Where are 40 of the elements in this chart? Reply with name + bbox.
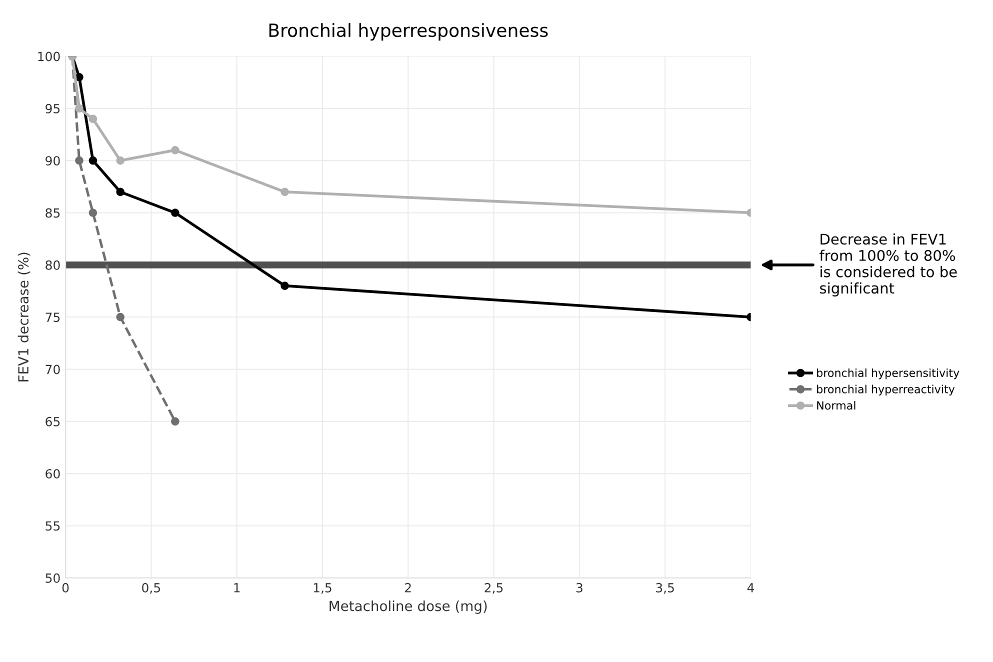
point — [116, 188, 125, 196]
x-tick-label: 2 — [405, 583, 411, 592]
point — [75, 156, 84, 165]
legend-label: bronchial hyperreactivity — [817, 384, 955, 396]
legend-label: Normal — [817, 401, 856, 410]
y-tick-label: 95 — [46, 104, 60, 114]
x-tick-label: 0,5 — [142, 583, 160, 594]
y-tick-label: 65 — [46, 416, 60, 426]
point — [280, 188, 289, 196]
x-tick-label: 1 — [234, 583, 240, 592]
y-tick-label: 60 — [46, 469, 60, 479]
point — [88, 114, 98, 124]
point — [88, 156, 98, 165]
y-tick-label: 90 — [46, 156, 60, 166]
point — [171, 208, 180, 217]
y-tick-label: 85 — [46, 208, 60, 218]
legend-label: bronchial hypersensitivity — [817, 368, 960, 380]
chart-title: Bronchial hyperresponsiveness — [269, 23, 548, 41]
x-axis-title: Metacholine dose (mg) — [330, 600, 487, 614]
x-tick-label: 1,5 — [314, 583, 332, 594]
x-tick-label: 3,5 — [656, 583, 674, 594]
x-tick-label: 4 — [747, 583, 754, 592]
point — [75, 104, 84, 113]
y-tick-label: 50 — [46, 573, 60, 583]
x-tick-label: 2,5 — [484, 583, 503, 594]
point — [88, 208, 98, 217]
y-tick-label: 70 — [46, 364, 60, 374]
x-tick-label: 0 — [62, 583, 69, 592]
y-tick-label: 80 — [46, 260, 60, 270]
point — [280, 282, 289, 290]
y-tick-label: 75 — [46, 312, 60, 322]
point — [116, 312, 125, 322]
y-axis-title: FEV1 decrease (%) — [18, 252, 30, 382]
point — [116, 156, 125, 165]
point — [171, 146, 180, 154]
point — [171, 417, 180, 426]
x-tick-label: 3 — [576, 583, 582, 592]
y-tick-label: 55 — [46, 521, 60, 531]
y-tick-label: 100 — [38, 52, 60, 62]
text: Decrease in FEV1 from 100% to 80% is considered to be significant — [820, 233, 957, 296]
